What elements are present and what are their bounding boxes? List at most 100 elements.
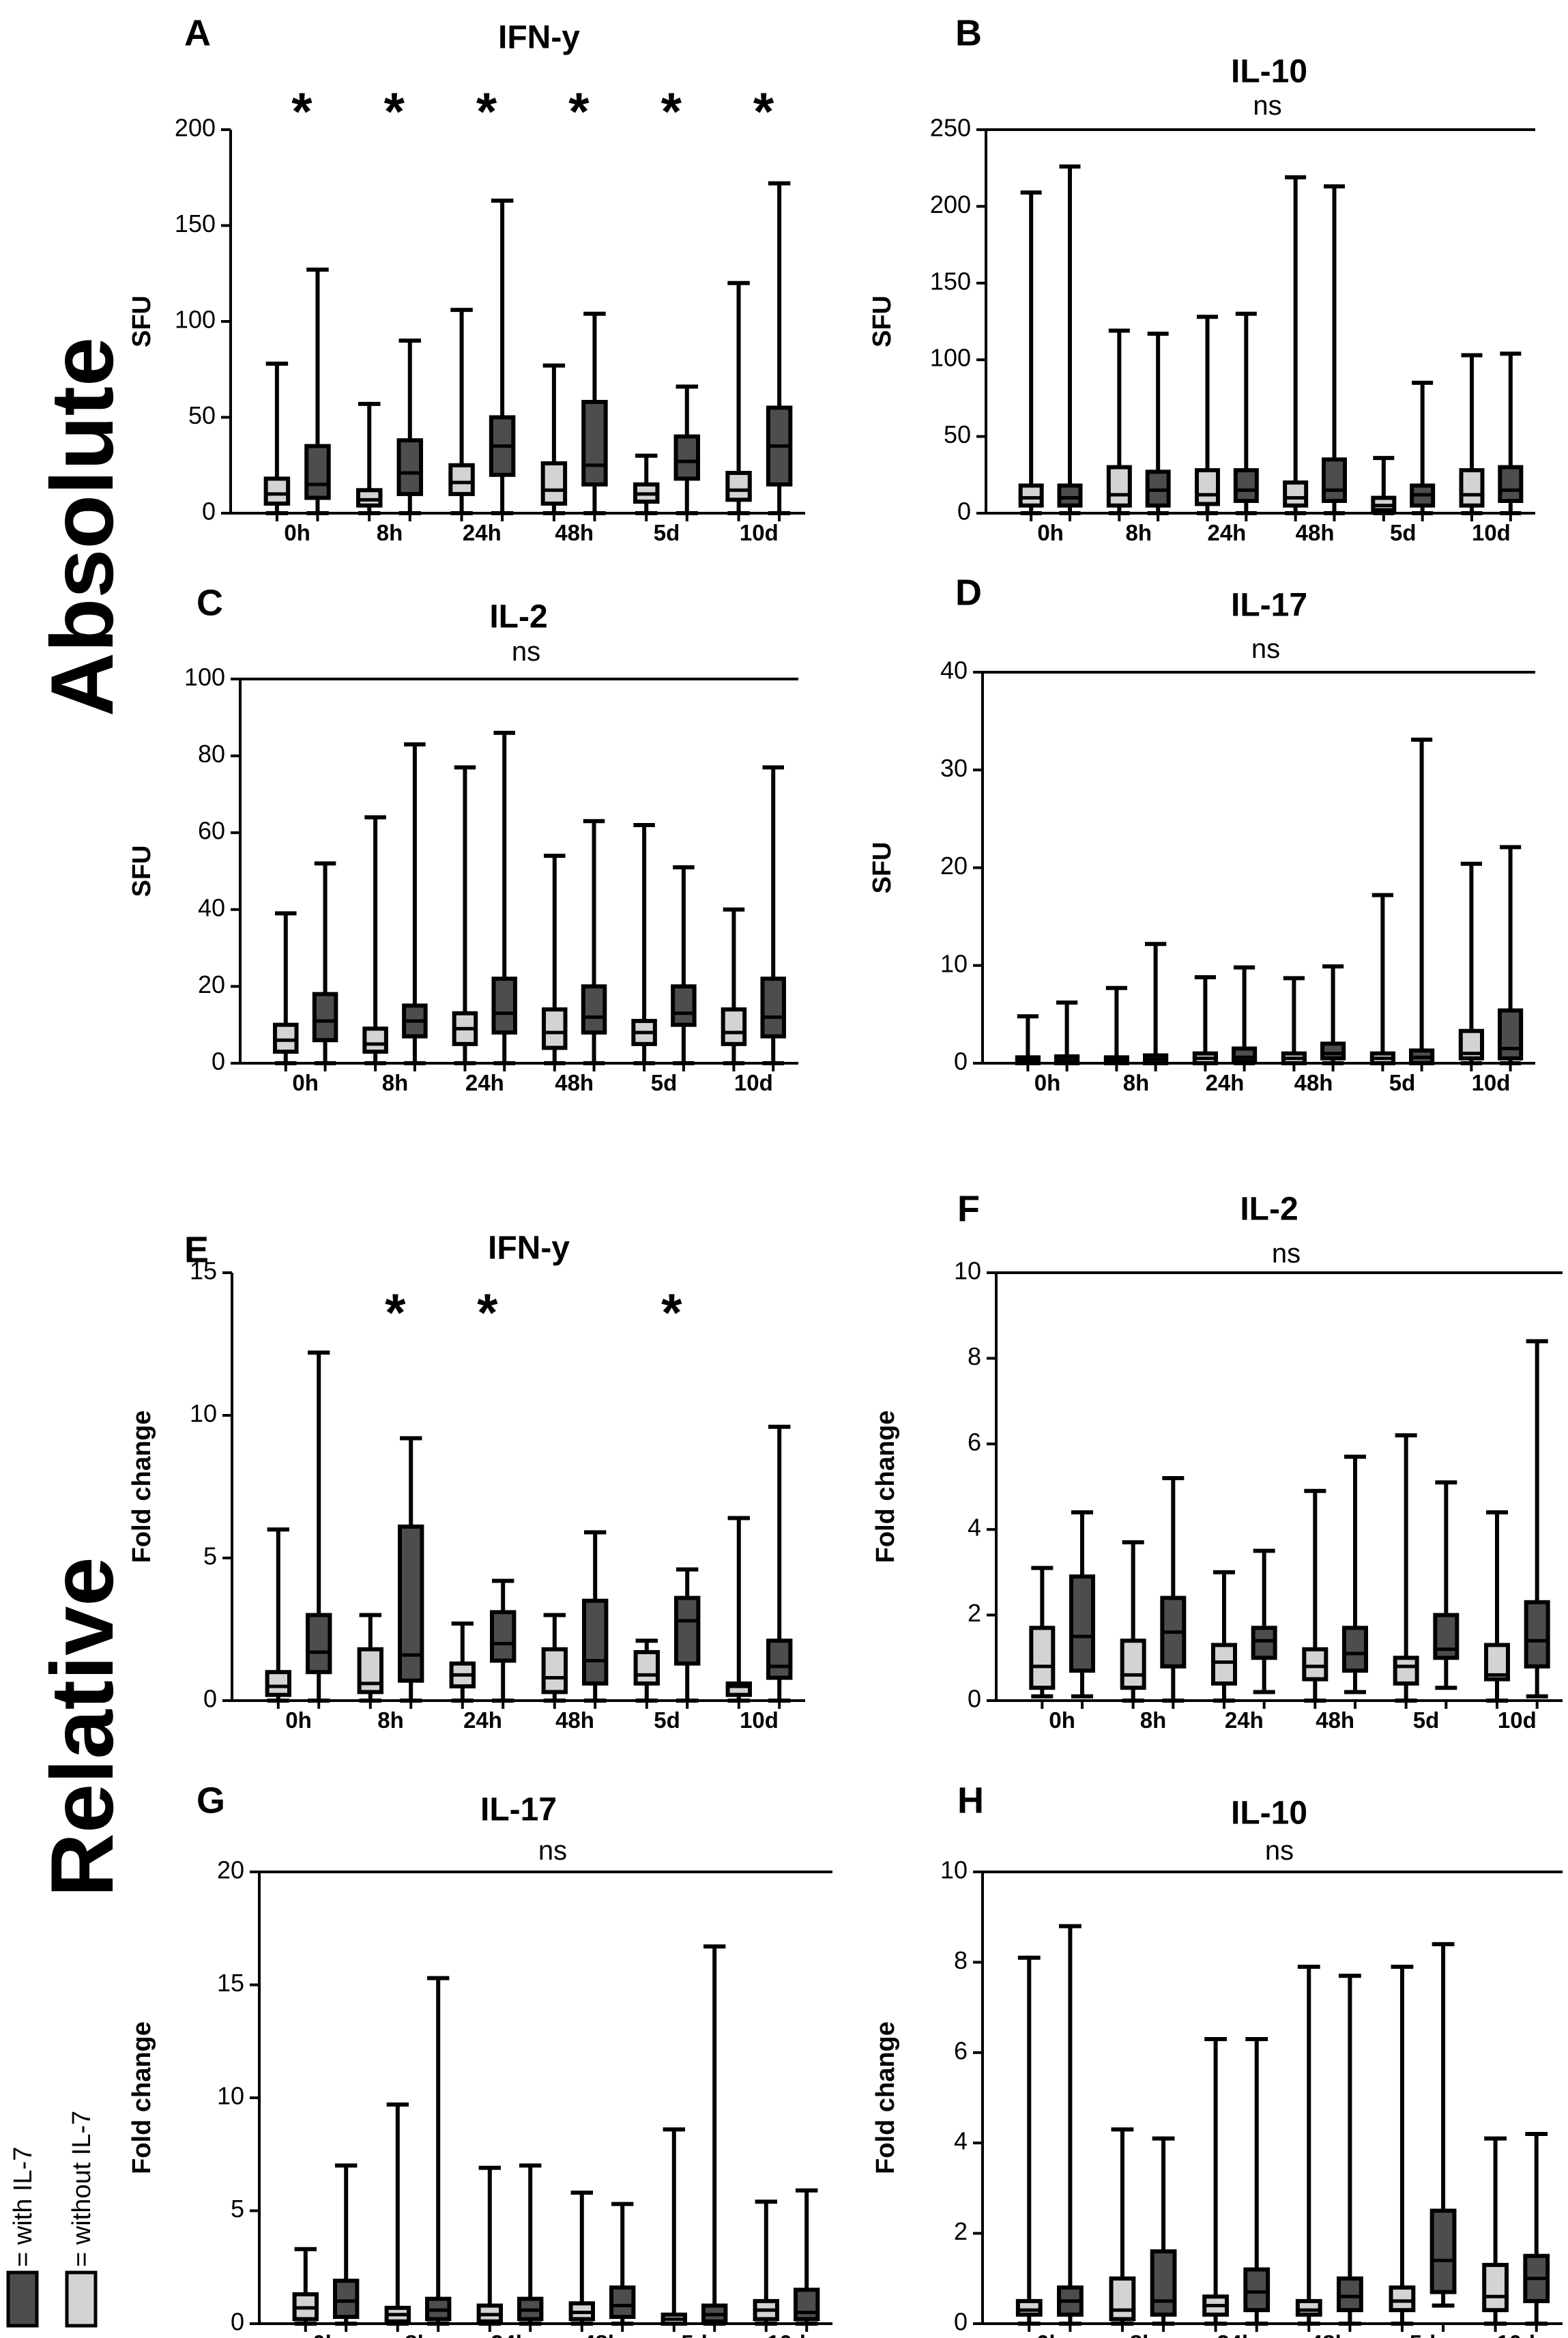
box-b-5-without	[1459, 468, 1485, 508]
box-a-1-without	[355, 488, 383, 508]
x-tick-label-d-2: 24h	[1206, 1070, 1245, 1095]
x-tick-label-f-4: 5d	[1413, 1707, 1440, 1733]
box-a-3-with	[581, 400, 608, 487]
panel-title-h: IL-10	[1231, 1795, 1307, 1832]
x-tick-label-e-0: 0h	[285, 1707, 312, 1733]
box-e-4-without	[633, 1649, 660, 1686]
x-tick-label-e-2: 24h	[463, 1707, 502, 1733]
y-axis-label-d: SFU	[868, 842, 897, 894]
y-tick-label-b-2: 100	[930, 344, 971, 372]
x-tick-label-g-0: 0h	[313, 2330, 339, 2338]
box-f-0-without	[1029, 1626, 1056, 1690]
y-tick-label-c-1: 20	[198, 970, 225, 998]
y-tick-label-b-0: 0	[957, 497, 971, 525]
box-a-5-without	[725, 470, 752, 502]
y-tick-label-a-3: 150	[175, 210, 216, 237]
box-c-0-without	[273, 1022, 299, 1054]
y-tick-label-f-5: 10	[954, 1257, 981, 1285]
x-tick-label-c-0: 0h	[292, 1070, 319, 1095]
y-tick-label-g-3: 15	[217, 1969, 244, 1997]
y-tick-label-b-1: 50	[944, 420, 971, 448]
box-h-4-without	[1389, 2285, 1416, 2313]
x-tick-label-e-5: 10d	[740, 1707, 779, 1733]
y-tick-label-e-0: 0	[203, 1685, 217, 1713]
y-tick-label-f-1: 2	[968, 1599, 981, 1627]
y-tick-label-d-0: 0	[954, 1048, 968, 1076]
x-tick-label-a-2: 24h	[463, 520, 502, 545]
box-a-3-without	[540, 461, 568, 506]
y-tick-label-d-4: 40	[940, 656, 968, 684]
box-g-0-with	[333, 2279, 360, 2320]
legend: = with IL-7 = without IL-7	[6, 2111, 98, 2328]
x-tick-label-e-4: 5d	[654, 1707, 680, 1733]
y-tick-label-h-1: 2	[954, 2217, 968, 2245]
x-tick-label-c-3: 48h	[555, 1070, 594, 1095]
x-tick-label-h-4: 5d	[1410, 2330, 1436, 2338]
box-e-1-without	[357, 1647, 383, 1694]
significance-star-a-0: *	[291, 81, 313, 141]
box-e-1-with	[398, 1525, 424, 1683]
x-tick-label-b-2: 24h	[1207, 520, 1246, 545]
y-tick-label-f-3: 6	[968, 1428, 981, 1456]
y-axis-label-c: SFU	[128, 846, 156, 897]
y-tick-label-g-4: 20	[217, 1856, 244, 1884]
box-f-1-without	[1120, 1639, 1146, 1690]
panel-c: C IL-2 0 20 40 60 80 100 SFU ns 0h 8h 24h 48h 5d 10d	[128, 582, 798, 1095]
x-tick-label-h-5: 10d	[1496, 2330, 1535, 2338]
x-tick-label-e-3: 48h	[555, 1707, 594, 1733]
significance-star-e-2: *	[477, 1282, 498, 1342]
box-a-0-without	[263, 476, 291, 506]
box-c-1-without	[362, 1026, 388, 1054]
box-h-1-without	[1109, 2276, 1136, 2322]
y-tick-label-h-5: 10	[940, 1856, 968, 1884]
panel-letter-d: D	[955, 572, 982, 613]
box-f-4-without	[1393, 1656, 1419, 1686]
y-tick-label-f-4: 8	[968, 1342, 981, 1370]
panel-title-f: IL-2	[1240, 1192, 1298, 1228]
box-g-3-with	[609, 2285, 636, 2320]
y-axis-label-a: SFU	[128, 295, 156, 347]
panel-title-a: IFN-y	[498, 20, 580, 56]
y-tick-label-a-1: 50	[188, 401, 216, 429]
x-tick-label-c-5: 10d	[734, 1070, 773, 1095]
box-b-3-with	[1322, 457, 1347, 504]
panel-letter-g: G	[197, 1780, 225, 1821]
box-e-0-without	[265, 1670, 292, 1697]
significance-label-b: ns	[1253, 91, 1281, 121]
y-tick-label-c-4: 80	[198, 740, 225, 768]
box-c-5-without	[721, 1007, 747, 1046]
y-tick-label-b-5: 250	[930, 114, 971, 142]
y-tick-label-c-3: 60	[198, 817, 225, 845]
x-tick-label-a-3: 48h	[555, 520, 594, 545]
x-tick-label-c-1: 8h	[382, 1070, 409, 1095]
box-c-3-without	[542, 1007, 568, 1050]
y-tick-label-a-4: 200	[175, 114, 216, 142]
x-tick-label-g-5: 10d	[767, 2330, 806, 2338]
x-tick-label-e-1: 8h	[377, 1707, 404, 1733]
significance-star-e-4: *	[661, 1282, 682, 1342]
x-tick-label-f-3: 48h	[1316, 1707, 1354, 1733]
box-e-0-with	[306, 1613, 332, 1675]
box-c-4-with	[671, 984, 697, 1027]
box-f-5-with	[1524, 1600, 1550, 1669]
box-h-0-without	[1015, 2298, 1043, 2317]
box-h-2-with	[1243, 2267, 1271, 2313]
x-tick-label-h-2: 24h	[1217, 2330, 1255, 2338]
box-b-0-without	[1018, 483, 1044, 508]
panel-letter-e: E	[184, 1229, 209, 1270]
box-g-5-with	[794, 2288, 820, 2322]
panel-title-c: IL-2	[489, 599, 547, 635]
legend-label-with: = with IL-7	[9, 2147, 38, 2267]
y-tick-label-h-4: 8	[954, 1946, 968, 1974]
significance-label-d: ns	[1251, 634, 1280, 664]
significance-label-f: ns	[1272, 1239, 1301, 1269]
box-b-0-with	[1057, 483, 1083, 508]
y-tick-label-d-2: 20	[940, 852, 968, 880]
y-tick-label-e-1: 5	[203, 1542, 217, 1570]
box-e-3-with	[582, 1598, 609, 1686]
panel-d: D IL-17 0 10 20 30 40 SFU ns 0h 8h 24h 48h 5d 10d	[868, 572, 1535, 1095]
significance-star-a-4: *	[661, 81, 682, 141]
x-tick-label-c-2: 24h	[465, 1070, 504, 1095]
